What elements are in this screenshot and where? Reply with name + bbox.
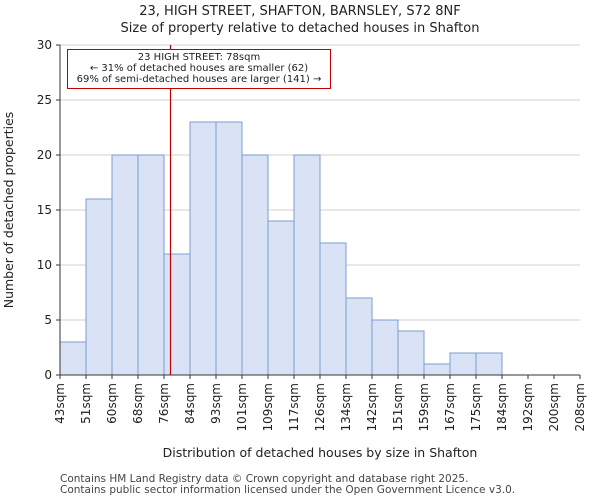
footer-line-1: Contains HM Land Registry data © Crown c… [60, 473, 469, 485]
bar [189, 121, 217, 376]
y-tick-label: 15 [37, 203, 52, 217]
x-tick-label: 126sqm [313, 383, 327, 431]
bar [319, 242, 347, 376]
x-tick-label: 76sqm [157, 383, 171, 424]
annotation-box: 23 HIGH STREET: 78sqm ← 31% of detached … [67, 49, 331, 89]
y-tick-label: 5 [44, 313, 52, 327]
bar [241, 154, 269, 376]
bar [423, 363, 451, 376]
x-tick-label: 200sqm [547, 383, 561, 431]
x-tick-label: 93sqm [209, 383, 223, 424]
bar [215, 121, 243, 376]
x-tick-label: 175sqm [469, 383, 483, 431]
y-tick-label: 25 [37, 93, 52, 107]
bar [449, 352, 477, 376]
x-tick-label: 101sqm [235, 383, 249, 431]
annotation-line-1: 23 HIGH STREET: 78sqm [137, 52, 261, 63]
y-tick-label: 10 [37, 258, 52, 272]
x-tick-label: 84sqm [183, 383, 197, 424]
x-tick-label: 43sqm [53, 383, 67, 424]
bar [293, 154, 321, 376]
x-tick-label: 117sqm [287, 383, 301, 431]
bar [345, 297, 373, 376]
x-axis-label: Distribution of detached houses by size … [163, 445, 478, 460]
bar [137, 154, 165, 376]
bar [397, 330, 425, 376]
bar [163, 253, 191, 376]
bar [85, 198, 113, 376]
chart-subtitle: Size of property relative to detached ho… [120, 21, 480, 36]
y-tick-label: 30 [37, 38, 52, 52]
footer-line-2: Contains public sector information licen… [60, 484, 516, 496]
x-tick-label: 184sqm [495, 383, 509, 431]
x-tick-label: 142sqm [365, 383, 379, 431]
bar [475, 352, 503, 376]
bar [59, 341, 87, 376]
x-tick-label: 60sqm [105, 383, 119, 424]
bar [111, 154, 139, 376]
x-tick-label: 68sqm [131, 383, 145, 424]
x-tick-label: 159sqm [417, 383, 431, 431]
x-tick-label: 151sqm [391, 383, 405, 431]
x-tick-label: 51sqm [79, 383, 93, 424]
x-tick-label: 208sqm [573, 383, 587, 431]
annotation-line-2: ← 31% of detached houses are smaller (62… [89, 63, 309, 74]
x-tick-label: 167sqm [443, 383, 457, 431]
bar [267, 220, 295, 376]
x-tick-label: 192sqm [521, 383, 535, 431]
annotation-line-3: 69% of semi-detached houses are larger (… [76, 74, 322, 85]
x-tick-label: 134sqm [339, 383, 353, 431]
x-tick-label: 109sqm [261, 383, 275, 431]
bar [371, 319, 399, 376]
chart-title: 23, HIGH STREET, SHAFTON, BARNSLEY, S72 … [139, 4, 461, 19]
y-tick-label: 0 [44, 368, 52, 382]
y-axis-label: Number of detached properties [1, 112, 16, 309]
y-tick-label: 20 [37, 148, 52, 162]
